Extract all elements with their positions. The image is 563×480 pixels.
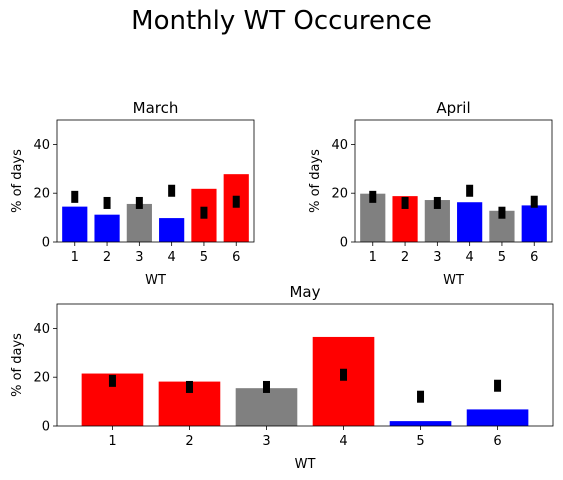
- reference-marker-wt-5: [200, 206, 208, 219]
- y-tick-label: 0: [42, 236, 50, 251]
- reference-marker-wt-6: [494, 379, 502, 392]
- reference-marker-wt-4: [168, 184, 176, 197]
- x-tick-label: 2: [185, 434, 193, 449]
- reference-marker-wt-4: [466, 184, 474, 197]
- reference-marker-wt-3: [135, 196, 143, 209]
- bar-wt-2: [94, 214, 120, 242]
- reference-marker-wt-4: [340, 368, 348, 381]
- y-tick-label: 20: [33, 187, 50, 202]
- chart-title: April: [436, 99, 470, 117]
- x-tick-label: 5: [200, 250, 208, 265]
- reference-marker-wt-6: [530, 195, 538, 208]
- reference-marker-wt-5: [417, 390, 425, 403]
- x-tick-label: 6: [493, 434, 501, 449]
- figure-title: Monthly WT Occurence: [131, 6, 432, 36]
- bar-wt-5: [389, 421, 452, 426]
- bar-wt-6: [521, 205, 547, 242]
- y-tick-label: 40: [33, 322, 50, 337]
- x-tick-label: 4: [168, 250, 176, 265]
- x-tick-label: 5: [416, 434, 424, 449]
- bar-wt-1: [62, 206, 88, 242]
- bar-wt-3: [126, 203, 152, 242]
- x-axis-label: WT: [443, 273, 464, 288]
- reference-marker-wt-2: [185, 380, 193, 393]
- x-tick-label: 2: [103, 250, 111, 265]
- x-tick-label: 2: [401, 250, 409, 265]
- x-tick-label: 1: [71, 250, 79, 265]
- x-tick-label: 3: [135, 250, 143, 265]
- chart-title: May: [289, 283, 320, 301]
- axes-frame: [56, 303, 554, 427]
- y-tick-label: 20: [331, 187, 348, 202]
- x-tick-label: 1: [369, 250, 377, 265]
- bar-wt-3: [235, 388, 298, 426]
- x-tick-label: 6: [530, 250, 538, 265]
- bar-wt-6: [223, 174, 249, 242]
- reference-marker-wt-1: [108, 374, 116, 387]
- y-tick-label: 0: [42, 420, 50, 435]
- x-tick-label: 3: [262, 434, 270, 449]
- axes-frame: [56, 119, 255, 243]
- y-axis-label: % of days: [10, 149, 25, 213]
- reference-marker-wt-1: [71, 190, 79, 203]
- x-tick-label: 4: [466, 250, 474, 265]
- x-tick-label: 6: [232, 250, 240, 265]
- bar-wt-4: [457, 202, 483, 242]
- chart-panel-april: 0 20 40 1 2 3 4 5 6 April WT % of days: [308, 99, 553, 288]
- bar-wt-4: [312, 336, 375, 426]
- reference-marker-wt-2: [103, 196, 111, 209]
- y-tick-label: 0: [340, 236, 348, 251]
- chart-panel-march: 0 20 40 1 2 3 4 5 6 March WT % of days: [10, 99, 255, 288]
- reference-marker-wt-3: [262, 380, 270, 393]
- x-tick-label: 4: [339, 434, 347, 449]
- y-tick-label: 40: [33, 138, 50, 153]
- reference-marker-wt-5: [498, 206, 506, 219]
- y-axis-label: % of days: [308, 149, 323, 213]
- chart-title: March: [133, 99, 179, 117]
- reference-marker-wt-2: [401, 196, 409, 209]
- x-axis-label: WT: [295, 457, 316, 472]
- x-tick-label: 5: [498, 250, 506, 265]
- y-tick-label: 40: [331, 138, 348, 153]
- y-tick-label: 20: [33, 371, 50, 386]
- axes-frame: [354, 119, 553, 243]
- reference-marker-wt-1: [369, 190, 377, 203]
- y-axis-label: % of days: [10, 333, 25, 397]
- bar-wt-4: [159, 218, 185, 242]
- chart-panel-may: 0 20 40 1 2 3 4 5 6 May WT % of days: [10, 283, 554, 472]
- x-axis-label: WT: [145, 273, 166, 288]
- x-tick-label: 3: [433, 250, 441, 265]
- bar-wt-6: [466, 409, 529, 426]
- reference-marker-wt-3: [433, 196, 441, 209]
- reference-marker-wt-6: [232, 195, 240, 208]
- x-tick-label: 1: [108, 434, 116, 449]
